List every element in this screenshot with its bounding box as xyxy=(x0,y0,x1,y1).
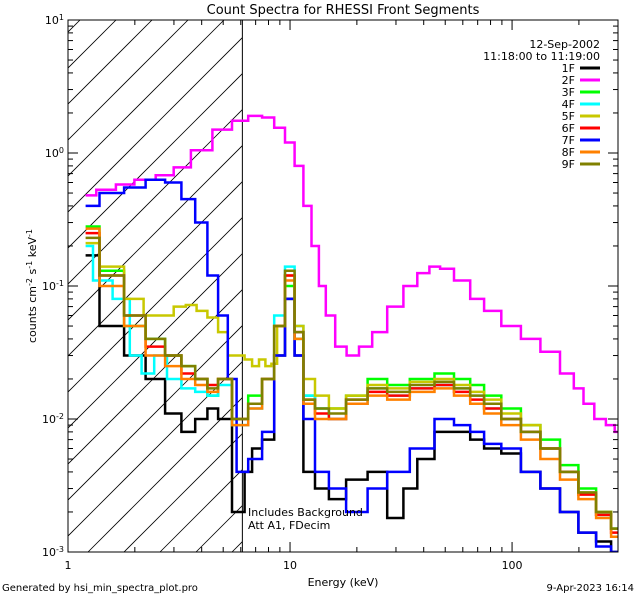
series-line-7f xyxy=(85,178,618,552)
hatch-line xyxy=(68,109,243,285)
y-axis-ticks: 10-3 10-2 10-1 100 101 xyxy=(42,13,618,560)
legend-label-9f: 9F xyxy=(562,158,575,171)
series-line-5f xyxy=(85,241,618,530)
chart-title: Count Spectra for RHESSI Front Segments xyxy=(207,3,480,18)
hatch-line xyxy=(68,217,243,393)
hatch-line xyxy=(68,325,243,501)
footer-generated-by: Generated by hsi_min_spectra_plot.pro xyxy=(2,583,198,594)
x-axis-ticks: 1 10 100 xyxy=(65,20,619,572)
hatch-line xyxy=(123,433,243,552)
annotation: Includes Background Att A1, FDecim xyxy=(248,506,363,532)
legend-label-4f: 4F xyxy=(562,98,575,111)
series-line-2f xyxy=(85,114,618,434)
hatch-line xyxy=(68,289,243,465)
y-tick-label: 10-3 xyxy=(42,545,64,560)
legend-date: 12-Sep-2002 xyxy=(529,38,600,51)
legend-label-3f: 3F xyxy=(562,86,575,99)
legend-label-6f: 6F xyxy=(562,122,575,135)
y-tick-label: 101 xyxy=(45,13,64,28)
annotation-line-2: Att A1, FDecim xyxy=(248,519,330,532)
hatch-line xyxy=(68,20,225,177)
footer-timestamp: 9-Apr-2023 16:14 xyxy=(546,583,634,594)
series-line-3f xyxy=(85,225,618,530)
series-line-9f xyxy=(85,236,618,530)
y-tick-label: 10-2 xyxy=(42,412,64,427)
legend-label-2f: 2F xyxy=(562,74,575,87)
hatch-line xyxy=(68,253,243,429)
legend-label-8f: 8F xyxy=(562,146,575,159)
hatch-line xyxy=(68,361,243,537)
legend-label-7f: 7F xyxy=(562,134,575,147)
x-tick-label: 100 xyxy=(502,559,523,572)
legend-time-range: 11:18:00 to 11:19:00 xyxy=(483,50,600,63)
hatch-line xyxy=(68,73,243,249)
hatch-line xyxy=(68,20,189,141)
hatch-line xyxy=(87,397,243,552)
legend-label-1f: 1F xyxy=(562,62,575,75)
series-line-8f xyxy=(85,227,618,539)
y-tick-label: 100 xyxy=(45,146,64,161)
hatch-line xyxy=(68,145,243,321)
x-tick-label: 1 xyxy=(65,559,72,572)
y-axis-label: counts cm-2 s-1 keV-1 xyxy=(25,229,40,343)
legend-label-5f: 5F xyxy=(562,110,575,123)
x-axis-label: Energy (keV) xyxy=(308,576,379,589)
series-lines xyxy=(85,114,618,552)
hatch-line xyxy=(68,20,153,105)
hatch-line xyxy=(68,37,243,213)
hatch-line xyxy=(68,181,243,357)
y-tick-label: 10-1 xyxy=(42,279,64,294)
annotation-line-1: Includes Background xyxy=(248,506,363,519)
legend: 12-Sep-2002 11:18:00 to 11:19:00 1F2F3F4… xyxy=(483,38,600,171)
x-tick-label: 10 xyxy=(283,559,297,572)
